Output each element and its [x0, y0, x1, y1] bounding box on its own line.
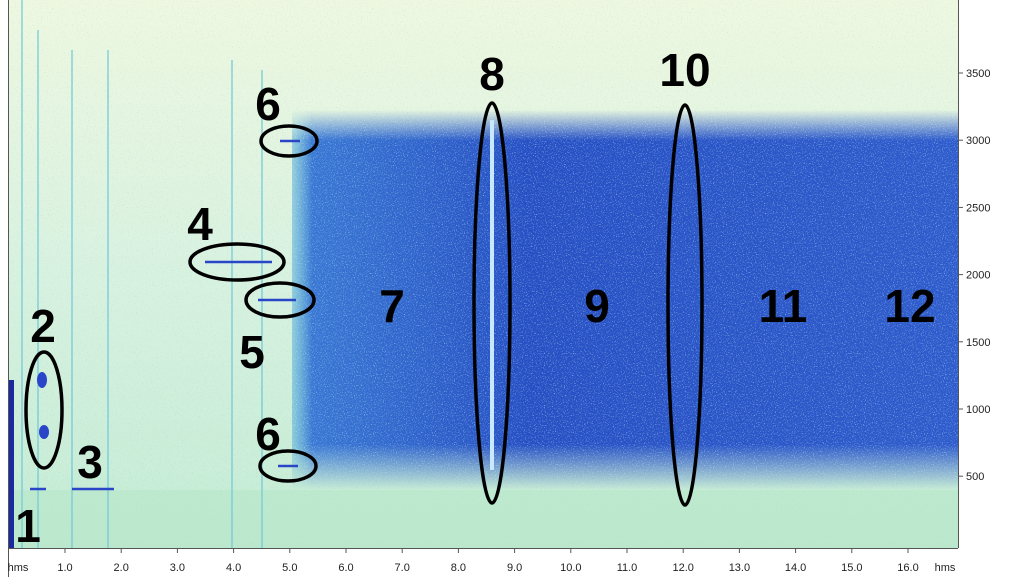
dense-noise — [292, 110, 958, 490]
ellipse — [24, 350, 64, 470]
x-tick-label: 4.0 — [226, 562, 241, 574]
y-tick-label: 1000 — [966, 404, 990, 416]
dense-region — [292, 110, 958, 490]
x-tick-label: 11.0 — [617, 562, 638, 574]
x-tick-label: 5.0 — [282, 562, 297, 574]
annotation-label: 6 — [255, 78, 281, 130]
left-edge-mark — [8, 380, 14, 548]
x-tick-label: 3.0 — [170, 562, 185, 574]
annotation-label: 3 — [77, 436, 103, 488]
x-axis-panel — [0, 548, 1012, 577]
annotation-label: 10 — [659, 44, 710, 96]
labels: 3500 3000 2500 2000 1500 1000 500 hms 1.0 2.0 3.0 4… — [8, 44, 991, 574]
vertical-streaks — [21, 0, 263, 548]
y-tick-label: 2500 — [966, 202, 990, 214]
signal-markers — [30, 120, 494, 491]
annotation-label: 12 — [884, 280, 935, 332]
y-tick-label: 2000 — [966, 270, 990, 282]
x-tick-label: 12.0 — [672, 562, 693, 574]
low-band — [8, 490, 958, 548]
annotation-label: 1 — [15, 500, 41, 552]
y-tick-label: 1500 — [966, 337, 990, 349]
x-tick-label: 15.0 — [841, 562, 862, 574]
annotation-ellipses — [24, 101, 704, 507]
annotation-label: 8 — [479, 48, 505, 100]
annotation-label: 7 — [379, 280, 405, 332]
annotation-label: 4 — [187, 198, 213, 250]
x-tick-label: 1.0 — [57, 562, 72, 574]
y-tick-label: 500 — [966, 471, 984, 483]
annotation-label: 5 — [239, 326, 265, 378]
ellipse — [244, 281, 316, 319]
ellipse — [472, 101, 512, 505]
x-tick-label: 13.0 — [729, 562, 750, 574]
annotation-label: 6 — [255, 408, 281, 460]
ellipse — [188, 242, 286, 282]
x-tick-label: 7.0 — [395, 562, 410, 574]
ellipse — [259, 124, 319, 158]
y-tick-label: 3000 — [966, 135, 990, 147]
y-tick-label: 3500 — [966, 68, 990, 80]
x-tick-label: 14.0 — [785, 562, 806, 574]
x-tick-label: 2.0 — [114, 562, 129, 574]
ellipse — [666, 103, 704, 507]
x-tick-label: 9.0 — [507, 562, 522, 574]
x-tick-label: 16.0 — [897, 562, 918, 574]
x-tick-label: 8.0 — [451, 562, 466, 574]
x-tick-label: hms — [8, 562, 29, 574]
x-tick-label: hms — [935, 562, 956, 574]
annotation-label: 2 — [30, 300, 56, 352]
annotation-label: 9 — [584, 280, 610, 332]
annotation-label: 11 — [759, 280, 808, 332]
ellipse — [258, 449, 318, 483]
x-tick-label: 6.0 — [338, 562, 353, 574]
y-axis-panel — [958, 0, 1012, 577]
x-tick-label: 10.0 — [560, 562, 581, 574]
